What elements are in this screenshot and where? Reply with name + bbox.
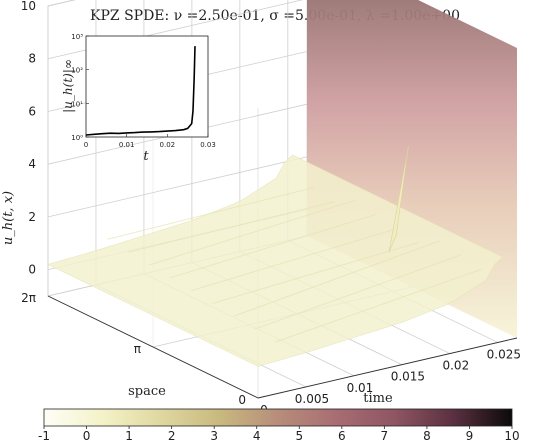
z-tick-label: 6 [28,104,36,118]
colorbar-tick-label: 2 [168,429,176,442]
space-tick-label: 0 [238,393,246,407]
colorbar-tick-label: 6 [338,429,346,442]
colorbar: -1 0 1 2 3 4 5 6 7 8 9 10 [38,408,520,442]
surface-body [47,154,504,367]
space-axis-label: space [128,384,166,399]
surface-spike [388,145,409,253]
z-tick-label: 0 [28,263,36,277]
time-axis-label: time [363,391,393,406]
colorbar-tick-label: 4 [253,429,261,442]
z-tick-label: 4 [28,157,36,171]
colorbar-tick-label: 8 [423,429,431,442]
time-tick-label: 0.01 [347,381,374,395]
colorbar-tick-label: 1 [125,429,133,442]
time-tick-label: 0.005 [295,392,329,406]
time-tick-label: 0.015 [391,370,425,384]
colorbar-gradient [43,408,513,427]
colorbar-tick-label: 9 [466,429,474,442]
z-tick-label: 10 [21,0,36,13]
inset-xlabel: t [143,149,149,164]
surface-plot [47,145,504,367]
surface-streak [191,227,398,292]
colorbar-tick-label: 10 [504,429,519,442]
inset-xtick-label: 0.01 [119,141,135,149]
inset-ytick-label: 10⁰ [71,134,83,142]
inset-ytick-label: 10³ [71,33,83,41]
surface-streak [149,199,356,266]
inset-ytick-label: 10¹ [71,100,83,108]
z-axis-label: u_h(t, x) [1,191,16,245]
inset-frame [85,35,209,138]
colorbar-ticks: -1 0 1 2 3 4 5 6 7 8 9 10 [38,426,520,442]
colorbar-tick-label: 3 [210,429,218,442]
surface-streak [254,254,461,330]
surface-streak [275,268,482,343]
inset-plot: 0 0.01 0.02 0.03 10⁰ 10¹ 10² 10³ t |u_h(t)|∞ [61,33,216,164]
time-tick-label: 0.02 [442,359,469,373]
surface-streak [107,187,314,240]
space-tick-label: 2π [21,291,36,305]
surface-streak [212,242,419,304]
time-tick-label: 0.025 [487,347,521,361]
inset-ticks: 0 0.01 0.02 0.03 10⁰ 10¹ 10² 10³ [71,33,216,149]
inset-xtick-label: 0.03 [200,141,216,149]
space-tick-label: π [134,342,141,356]
inset-ylabel: |u_h(t)|∞ [61,59,75,113]
inset-line [85,46,196,136]
surface-streak [170,213,377,279]
surface-streak [128,201,335,253]
inset-xtick-label: 0.02 [160,141,176,149]
colorbar-tick-label: 7 [381,429,389,442]
z-tick-label: 2 [28,210,36,224]
surface-streak [233,240,440,317]
colorbar-tick-label: 0 [83,429,91,442]
inset-xtick-label: 0 [84,141,88,149]
inset-ytick-label: 10² [71,67,83,75]
colorbar-tick-label: -1 [38,429,50,442]
space-axis-ticks: 0 π 2π [21,291,246,407]
z-tick-label: 8 [28,52,36,66]
z-axis-ticks: 0 2 4 6 8 10 [21,0,36,277]
colorbar-tick-label: 5 [295,429,303,442]
